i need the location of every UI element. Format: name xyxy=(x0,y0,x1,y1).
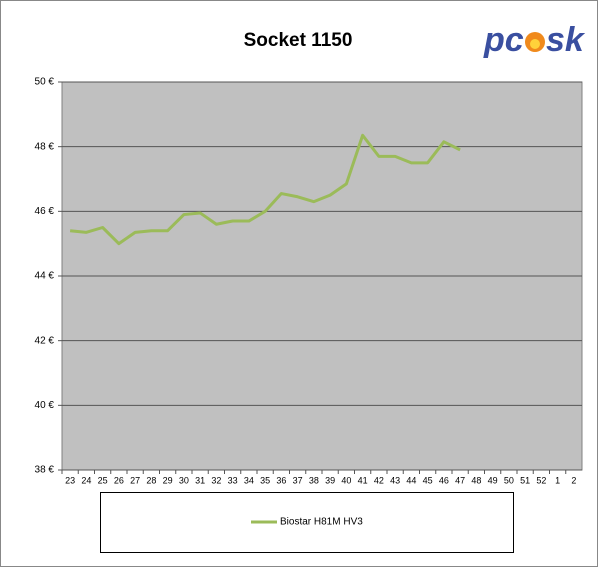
y-tick-label: 46 € xyxy=(35,206,55,217)
logo: pc sk xyxy=(483,21,586,59)
x-tick-label: 38 xyxy=(309,475,319,485)
chart-title: Socket 1150 xyxy=(244,30,353,51)
y-tick-label: 42 € xyxy=(35,335,55,346)
x-tick-label: 49 xyxy=(488,475,498,485)
x-tick-label: 34 xyxy=(244,475,254,485)
x-tick-label: 33 xyxy=(228,475,238,485)
x-tick-label: 37 xyxy=(293,475,303,485)
y-tick-label: 38 € xyxy=(35,465,55,476)
y-tick-label: 50 € xyxy=(35,77,55,88)
x-tick-label: 36 xyxy=(276,475,286,485)
x-tick-label: 29 xyxy=(163,475,173,485)
x-tick-label: 30 xyxy=(179,475,189,485)
legend-label: Biostar H81M HV3 xyxy=(280,517,363,528)
x-tick-label: 39 xyxy=(325,475,335,485)
y-tick-label: 44 € xyxy=(35,271,55,282)
line-series xyxy=(69,133,461,246)
x-tick-label: 40 xyxy=(341,475,351,485)
x-tick-label: 47 xyxy=(455,475,465,485)
y-tick-label: 48 € xyxy=(35,141,55,152)
x-tick-label: 46 xyxy=(439,475,449,485)
x-tick-label: 23 xyxy=(65,475,75,485)
x-tick-label: 52 xyxy=(536,475,546,485)
x-tick-label: 28 xyxy=(146,475,156,485)
x-tick-label: 24 xyxy=(81,475,91,485)
y-tick-label: 40 € xyxy=(35,400,55,411)
x-tick-label: 27 xyxy=(130,475,140,485)
x-tick-label: 35 xyxy=(260,475,270,485)
x-tick-label: 50 xyxy=(504,475,514,485)
logo-flame-core xyxy=(530,39,540,49)
x-tick-label: 25 xyxy=(98,475,108,485)
x-tick-label: 43 xyxy=(390,475,400,485)
legend xyxy=(100,492,514,553)
x-tick-label: 42 xyxy=(374,475,384,485)
logo-text: sk xyxy=(546,21,586,59)
x-tick-label: 44 xyxy=(406,475,416,485)
x-tick-label: 31 xyxy=(195,475,205,485)
x-tick-label: 26 xyxy=(114,475,124,485)
x-tick-label: 45 xyxy=(423,475,433,485)
x-tick-label: 51 xyxy=(520,475,530,485)
logo-text: pc xyxy=(483,21,524,59)
x-tick-label: 32 xyxy=(211,475,221,485)
x-tick-label: 48 xyxy=(471,475,481,485)
x-tick-label: 2 xyxy=(571,475,576,485)
x-tick-label: 41 xyxy=(358,475,368,485)
x-tick-label: 1 xyxy=(555,475,560,485)
